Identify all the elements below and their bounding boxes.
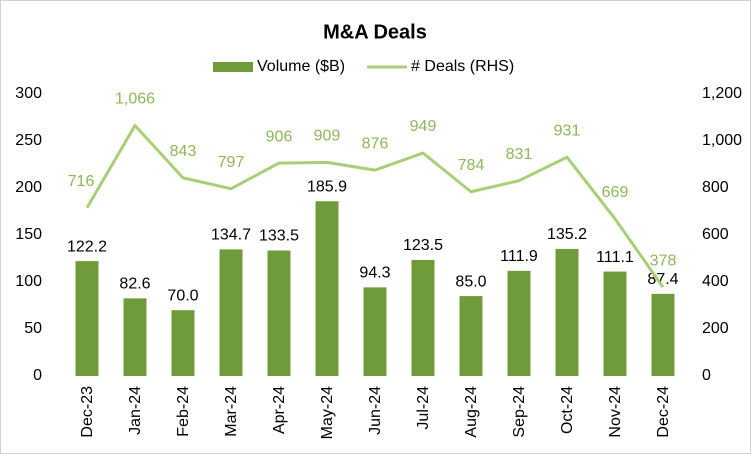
legend-label: # Deals (RHS) [411,58,514,75]
line [85,123,665,289]
bar-value-label: 185.9 [307,178,347,195]
bar-value-label: 133.5 [259,228,299,245]
x-tick-label: Dec-23 [79,386,96,438]
chart-title: M&A Deals [323,21,427,43]
bar [123,298,147,376]
bar-value-label: 122.2 [67,238,107,255]
bar [315,201,339,376]
line-value-label: 1,066 [115,91,155,108]
line-value-label: 909 [314,128,341,145]
line-value-label: 876 [362,135,389,152]
bar [171,310,195,376]
bar-value-label: 123.5 [403,237,443,254]
line-value-label: 831 [506,146,533,163]
y2-tick-label: 800 [702,179,729,196]
bar-value-label: 85.0 [455,273,486,290]
y2-tick-label: 400 [702,273,729,290]
bar-value-label: 82.6 [119,276,150,293]
x-tick-label: Oct-24 [559,386,576,434]
bar [363,287,387,376]
x-tick-label: Sep-24 [511,386,528,438]
bar [603,271,627,376]
x-tick-label: Aug-24 [463,386,480,438]
bar-value-label: 94.3 [359,265,390,282]
x-tick-label: Nov-24 [607,386,624,438]
bar-value-label: 135.2 [547,226,587,243]
x-tick-label: May-24 [319,386,336,439]
x-tick-label: Jan-24 [127,386,144,435]
y-tick-label: 150 [15,226,42,243]
y-tick-label: 250 [15,132,42,149]
line-value-label: 931 [554,122,581,139]
line-value-label: 949 [410,118,437,135]
x-tick-label: Mar-24 [223,386,240,437]
line-value-label: 378 [650,252,677,269]
y-tick-label: 100 [15,273,42,290]
x-tick-label: Dec-24 [655,386,672,438]
y2-tick-label: 0 [702,367,711,384]
bar-value-label: 111.1 [596,249,634,266]
bar [219,249,243,376]
bar [267,250,291,376]
legend-label: Volume ($B) [257,58,345,75]
line-value-label: 843 [170,143,197,160]
bar [459,296,483,376]
line-value-label: 669 [602,184,629,201]
bar [507,270,531,376]
line-value-label: 906 [266,128,293,145]
y-tick-label: 0 [33,367,42,384]
x-tick-label: Feb-24 [175,386,192,437]
y2-tick-label: 200 [702,320,729,337]
bar-value-label: 111.9 [500,248,538,265]
y2-tick-label: 1,000 [702,132,742,149]
y2-tick-label: 1,200 [702,85,742,102]
legend-swatch [213,62,253,72]
x-tick-label: Jun-24 [367,386,384,435]
line-value-label: 784 [458,157,485,174]
bar [411,259,435,376]
bar [75,261,99,376]
x-tick-label: Apr-24 [271,386,288,434]
bar-value-label: 134.7 [211,227,251,244]
bar [555,248,579,376]
y-tick-label: 50 [24,320,42,337]
y2-tick-label: 600 [702,226,729,243]
y-tick-label: 300 [15,85,42,102]
y-tick-label: 200 [15,179,42,196]
line-value-label: 716 [68,173,95,190]
bar [651,293,675,376]
bar-value-label: 70.0 [167,287,198,304]
line-value-label: 797 [218,154,245,171]
x-tick-label: Jul-24 [415,386,432,430]
